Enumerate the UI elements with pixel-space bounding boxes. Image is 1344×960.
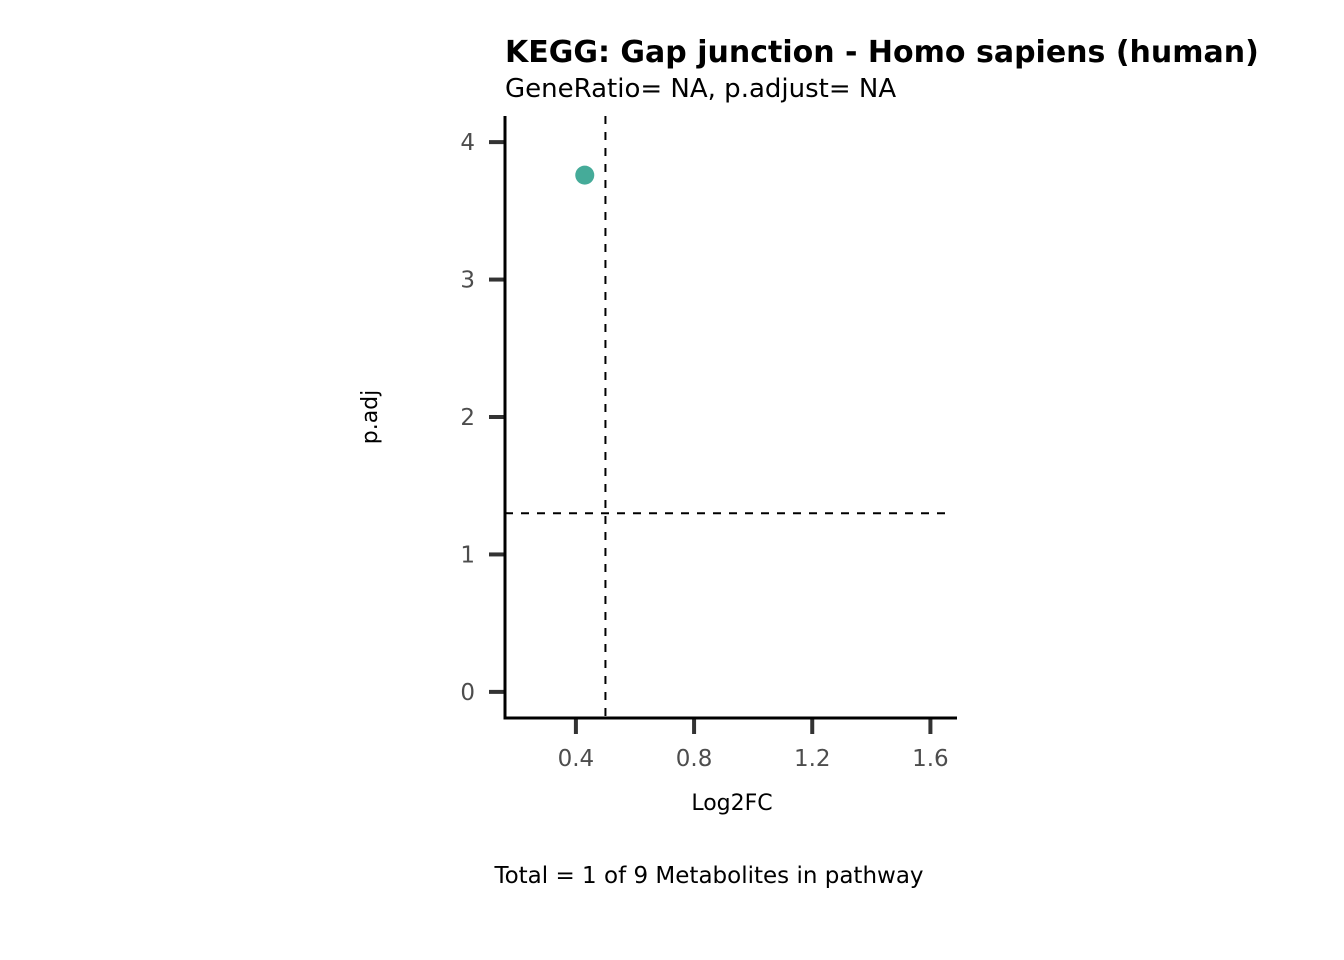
data-point bbox=[575, 165, 595, 185]
x-tick-label: 0.8 bbox=[676, 746, 713, 772]
x-axis-title: Log2FC bbox=[691, 791, 772, 816]
x-tick-label: 1.6 bbox=[912, 746, 949, 772]
x-tick-label: 1.2 bbox=[794, 746, 831, 772]
y-axis-title: p.adj bbox=[358, 390, 383, 445]
x-tick-label: 0.4 bbox=[558, 746, 595, 772]
y-tick-label: 4 bbox=[460, 130, 475, 156]
chart-title: KEGG: Gap junction - Homo sapiens (human… bbox=[505, 35, 1259, 70]
chart-caption: Total = 1 of 9 Metabolites in pathway bbox=[493, 863, 923, 889]
chart-subtitle: GeneRatio= NA, p.adjust= NA bbox=[505, 74, 896, 104]
x-axis-ticks: 0.4 0.8 1.2 1.6 bbox=[558, 718, 949, 772]
y-axis-ticks: 0 1 2 3 4 bbox=[460, 130, 505, 706]
y-tick-label: 0 bbox=[460, 680, 475, 706]
reference-lines bbox=[505, 116, 950, 718]
y-tick-label: 2 bbox=[460, 405, 475, 431]
y-tick-label: 3 bbox=[460, 268, 475, 294]
data-points bbox=[575, 165, 595, 185]
y-tick-label: 1 bbox=[460, 542, 475, 568]
